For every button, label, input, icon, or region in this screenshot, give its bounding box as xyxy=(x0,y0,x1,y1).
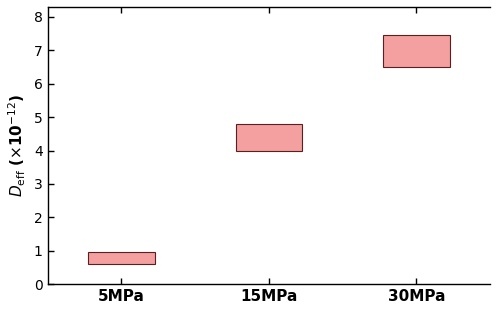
Bar xyxy=(383,35,449,67)
Bar xyxy=(236,124,302,151)
Bar xyxy=(88,253,155,264)
Y-axis label: $\mathit{D}_{\mathrm{eff}}$ ($\times$10$^{-12}$): $\mathit{D}_{\mathrm{eff}}$ ($\times$10$… xyxy=(7,94,28,197)
